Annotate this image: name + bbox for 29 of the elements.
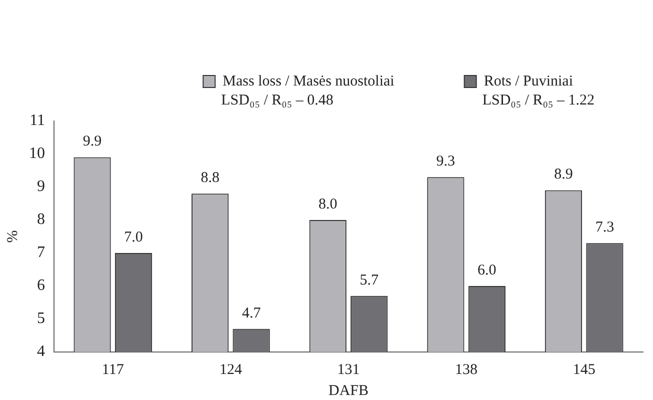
y-tick-label: 6 <box>37 277 45 294</box>
x-tick-label: 117 <box>102 362 124 378</box>
y-tick-label: 7 <box>37 244 45 262</box>
y-axis-title: % <box>4 230 21 243</box>
text: LSD₀₅ / R₀₅ – 0.48 <box>221 92 334 108</box>
data-label: 7.3 <box>595 220 614 236</box>
data-label: 4.7 <box>242 305 262 322</box>
legend-label: Mass loss / Masės nuostoliai <box>222 73 394 90</box>
x-axis-title: DAFB <box>328 382 369 399</box>
x-tick-label: 131 <box>337 362 360 378</box>
legend-label: Rots / Puviniai <box>484 73 574 90</box>
y-tick-label: 8 <box>37 211 45 228</box>
y-tick-label: 9 <box>37 178 45 196</box>
text: LSD₀₅ / R₀₅ – 1.22 <box>482 92 595 108</box>
y-tick-label: 4 <box>37 343 45 360</box>
data-label: 8.9 <box>554 166 573 183</box>
y-tick-label: 10 <box>29 145 45 162</box>
data-label: 5.7 <box>360 272 379 288</box>
x-tick-label: 145 <box>572 362 596 378</box>
data-label: 7.0 <box>124 229 143 246</box>
x-tick-label: 124 <box>219 362 242 378</box>
data-label: 8.0 <box>318 196 338 212</box>
data-label: 9.9 <box>82 134 102 150</box>
data-label: 8.8 <box>200 170 220 186</box>
y-tick-label: 5 <box>37 310 45 328</box>
data-label: 9.3 <box>436 154 456 170</box>
y-tick-label: 11 <box>30 112 45 130</box>
data-label: 6.0 <box>478 262 496 278</box>
x-tick-label: 138 <box>455 362 478 378</box>
